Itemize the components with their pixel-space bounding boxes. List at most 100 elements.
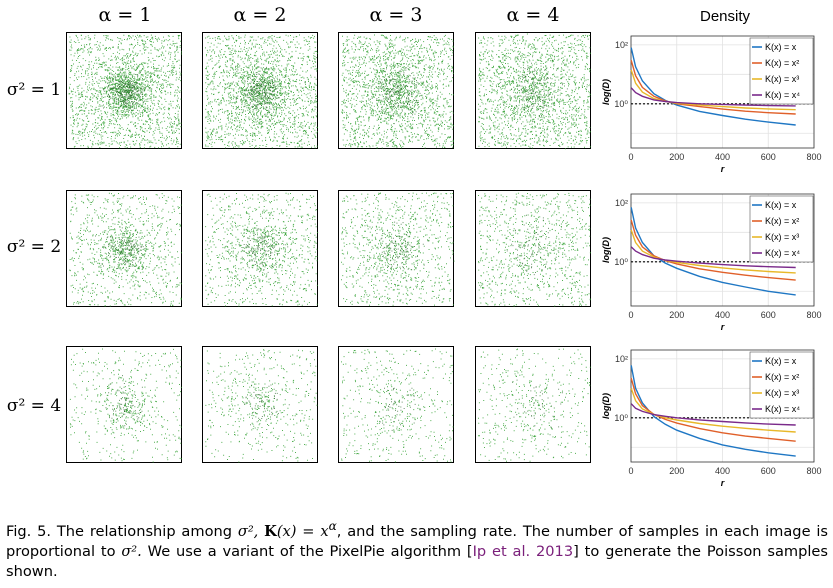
- y-tick-label: 10⁰: [614, 99, 628, 109]
- legend: K(x) = x K(x) = x² K(x) = x³ K(x) = x⁴: [749, 351, 814, 419]
- sample-points: [478, 192, 591, 307]
- density-plot: 0 200 400 600 800 10² 10⁰ r log(D) K(x) = x K(x) =…: [600, 344, 832, 492]
- x-tick-label: 800: [806, 310, 821, 320]
- sample-points: [341, 192, 455, 306]
- x-tick-label: 0: [628, 310, 633, 320]
- x-tick-label: 0: [628, 466, 633, 476]
- x-axis-label: r: [721, 478, 725, 488]
- legend-label: K(x) = x⁴: [765, 248, 800, 258]
- sample-panel: [66, 32, 182, 149]
- sample-points: [68, 34, 182, 149]
- sample-panel: [475, 346, 591, 463]
- series-line: [630, 246, 796, 269]
- y-tick-label: 10²: [615, 354, 628, 364]
- caption-sigma2: σ²,: [237, 522, 259, 540]
- sample-points: [205, 192, 319, 307]
- series-line: [630, 403, 796, 426]
- y-tick-label: 10²: [615, 198, 628, 208]
- density-title: Density: [699, 8, 751, 25]
- caption-fig-label: Fig. 5.: [6, 522, 52, 540]
- legend-label: K(x) = x³: [765, 388, 799, 398]
- x-tick-label: 200: [669, 466, 684, 476]
- series-line: [630, 378, 796, 442]
- series-line: [630, 87, 796, 107]
- legend: K(x) = x K(x) = x² K(x) = x³ K(x) = x⁴: [749, 37, 814, 105]
- legend-label: K(x) = x²: [765, 216, 799, 226]
- x-tick-label: 400: [715, 466, 730, 476]
- x-tick-label: 800: [806, 466, 821, 476]
- y-tick-label: 10⁰: [614, 413, 628, 423]
- legend-label: K(x) = x²: [765, 372, 799, 382]
- legend-label: K(x) = x: [765, 42, 797, 52]
- col-header-alpha-4: α = 4: [506, 4, 560, 26]
- legend: K(x) = x K(x) = x² K(x) = x³ K(x) = x⁴: [749, 195, 814, 263]
- sample-panel: [475, 32, 591, 150]
- col-header-alpha-3: α = 3: [369, 4, 423, 26]
- x-tick-label: 600: [761, 152, 776, 162]
- legend-label: K(x) = x³: [765, 74, 799, 84]
- y-tick-label: 10⁰: [614, 257, 628, 267]
- col-header-alpha-2: α = 2: [233, 4, 287, 26]
- caption-sigma2b: σ².: [121, 542, 142, 560]
- x-tick-label: 200: [669, 152, 684, 162]
- y-axis-label: log(D): [601, 237, 611, 263]
- legend-label: K(x) = x: [765, 356, 797, 366]
- x-tick-label: 600: [761, 310, 776, 320]
- caption-alpha: α: [328, 519, 337, 533]
- caption-citation[interactable]: Ip et al. 2013: [472, 542, 574, 560]
- sample-panel: [202, 346, 318, 463]
- series-line: [630, 47, 796, 126]
- x-tick-label: 600: [761, 466, 776, 476]
- series-line: [630, 388, 796, 433]
- sample-panel: [66, 190, 182, 307]
- y-axis-label: log(D): [601, 79, 611, 105]
- x-tick-label: 400: [715, 152, 730, 162]
- col-header-alpha-1: α = 1: [98, 4, 152, 26]
- y-tick-label: 10²: [615, 40, 628, 50]
- legend-label: K(x) = x²: [765, 58, 799, 68]
- y-axis-label: log(D): [601, 393, 611, 419]
- sample-panel: [338, 190, 455, 307]
- sample-panel: [338, 346, 454, 463]
- row-header-sigma-4: σ² = 4: [6, 396, 62, 416]
- series-line: [630, 229, 796, 274]
- caption-part3: We use a variant of the PixelPie algorit…: [147, 542, 473, 560]
- legend-label: K(x) = x⁴: [765, 90, 800, 100]
- legend-label: K(x) = x⁴: [765, 404, 800, 414]
- sample-panel: [338, 32, 454, 149]
- sample-panel: [202, 190, 319, 307]
- legend-label: K(x) = x³: [765, 232, 799, 242]
- density-plot: 0 200 400 600 800 10² 10⁰ r log(D) K(x) = x K(x) =…: [600, 188, 832, 336]
- sample-points: [478, 348, 591, 462]
- legend-label: K(x) = x: [765, 200, 797, 210]
- sample-points: [69, 192, 182, 307]
- sample-panel: [475, 190, 591, 307]
- x-tick-label: 800: [806, 152, 821, 162]
- sample-points: [478, 33, 591, 150]
- density-plot: 0 200 400 600 800 10² 10⁰ r log(D) K(x) = x K(x) =…: [600, 30, 832, 178]
- x-axis-label: r: [721, 322, 725, 332]
- x-axis-label: r: [721, 164, 725, 174]
- sample-points: [205, 34, 318, 149]
- x-tick-label: 200: [669, 310, 684, 320]
- caption-part2: , and the sampling rate. The number of s…: [6, 522, 829, 560]
- series-line: [630, 207, 796, 296]
- sample-panel: [202, 32, 318, 149]
- plot-axes-box: [630, 193, 815, 307]
- caption-kx: K: [264, 522, 277, 540]
- sample-points: [341, 34, 454, 149]
- series-line: [630, 365, 796, 457]
- series-line: [630, 219, 796, 281]
- figure-caption: Fig. 5. The relationship among σ², K(x) …: [6, 516, 828, 582]
- caption-kx-rest: (x) = x: [276, 522, 329, 540]
- plot-axes-box: [630, 35, 815, 149]
- plot-axes-box: [630, 349, 815, 463]
- row-header-sigma-1: σ² = 1: [6, 80, 62, 100]
- caption-part4: ] to generate the Poisson samples shown.: [6, 542, 829, 580]
- x-tick-label: 400: [715, 310, 730, 320]
- row-header-sigma-2: σ² = 2: [6, 237, 62, 257]
- sample-points: [205, 349, 318, 463]
- sample-points: [69, 348, 182, 463]
- caption-part1: The relationship among: [56, 522, 233, 540]
- x-tick-label: 0: [628, 152, 633, 162]
